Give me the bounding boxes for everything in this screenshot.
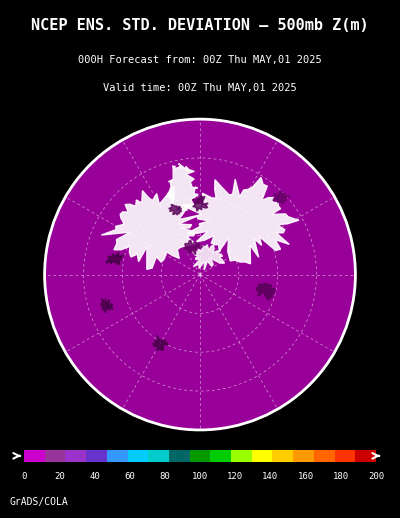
Polygon shape: [169, 205, 182, 215]
Text: 180: 180: [333, 472, 349, 481]
Text: GrADS/COLA: GrADS/COLA: [10, 497, 69, 508]
Text: Valid time: 00Z Thu MAY,01 2025: Valid time: 00Z Thu MAY,01 2025: [103, 83, 297, 93]
Text: 0: 0: [21, 472, 27, 481]
Text: 140: 140: [262, 472, 278, 481]
Bar: [334, 450, 355, 462]
Bar: [252, 450, 272, 462]
Bar: [210, 450, 231, 462]
Polygon shape: [106, 252, 124, 265]
Text: 80: 80: [160, 472, 170, 481]
Text: 000H Forecast from: 00Z Thu MAY,01 2025: 000H Forecast from: 00Z Thu MAY,01 2025: [78, 55, 322, 65]
Bar: [86, 450, 107, 462]
Polygon shape: [101, 186, 200, 269]
Text: NCEP ENS. STD. DEVIATION – 500mb Z(m): NCEP ENS. STD. DEVIATION – 500mb Z(m): [31, 19, 369, 33]
Text: 60: 60: [124, 472, 135, 481]
Text: 120: 120: [227, 472, 243, 481]
Bar: [45, 450, 66, 462]
Bar: [107, 450, 128, 462]
Text: 100: 100: [192, 472, 208, 481]
Polygon shape: [167, 164, 198, 213]
Bar: [24, 450, 45, 462]
Polygon shape: [100, 298, 113, 313]
Polygon shape: [256, 284, 276, 300]
Bar: [169, 450, 190, 462]
Bar: [355, 450, 376, 462]
Text: 200: 200: [368, 472, 384, 481]
Polygon shape: [273, 192, 290, 204]
Bar: [190, 450, 210, 462]
Bar: [272, 450, 293, 462]
Text: 20: 20: [54, 472, 64, 481]
Bar: [66, 450, 86, 462]
Circle shape: [44, 119, 356, 430]
Bar: [148, 450, 169, 462]
Polygon shape: [182, 178, 299, 264]
Polygon shape: [184, 240, 203, 255]
Polygon shape: [192, 244, 224, 270]
Text: 40: 40: [89, 472, 100, 481]
Bar: [231, 450, 252, 462]
Polygon shape: [152, 335, 168, 350]
Bar: [293, 450, 314, 462]
Bar: [128, 450, 148, 462]
Bar: [314, 450, 334, 462]
Polygon shape: [192, 196, 208, 211]
Text: 160: 160: [298, 472, 314, 481]
